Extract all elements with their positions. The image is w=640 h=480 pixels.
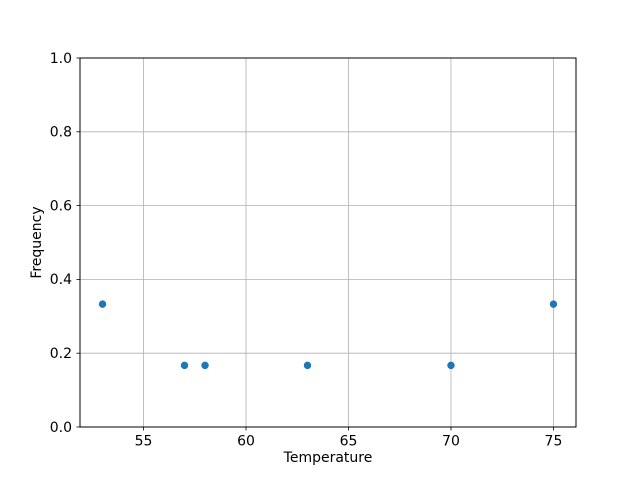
y-tick-label: 0.0 [50,420,72,436]
data-point [549,300,558,308]
x-tick-label: 70 [442,434,460,450]
y-tick-label: 1.0 [50,51,72,67]
y-tick-label: 0.6 [50,198,72,214]
y-axis-label: Frequency [29,206,45,278]
y-tick-label: 0.8 [50,125,72,141]
x-tick-label: 65 [340,434,358,450]
point-layer [98,300,558,370]
tick-layer [76,57,554,431]
data-point [98,300,107,308]
grid-layer [80,57,576,428]
x-tick-label: 55 [135,434,153,450]
y-tick-label: 0.4 [50,272,72,288]
plot-border [79,57,577,428]
data-point [180,361,189,370]
x-tick-label: 60 [237,434,255,450]
data-point [447,361,455,370]
x-axis-label: Temperature [283,450,373,466]
tick-label-layer: 55 60 65 70 75 0.0 0.2 0.4 0.6 0.8 1.0 [50,51,563,450]
y-tick-label: 0.2 [50,346,72,362]
plot-border-layer [79,57,577,428]
data-point [303,361,312,370]
data-point [201,361,209,370]
x-tick-label: 75 [545,434,563,450]
